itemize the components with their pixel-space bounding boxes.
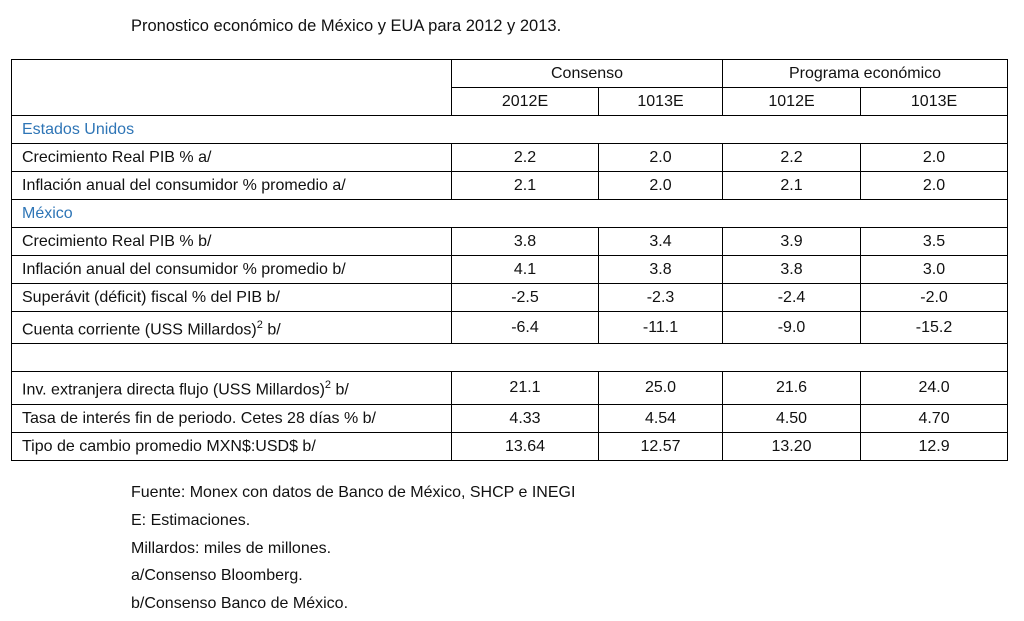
table-body: Consenso Programa económico 2012E 1013E 1012… [10,59,1009,461]
section-name: Estados Unidos [10,115,1009,144]
row-label: Crecimiento Real PIB % a/ [11,143,452,172]
value-cell: 3.9 [722,227,862,256]
value-cell: 4.54 [597,403,724,433]
label-text: Inflación anual del consumidor % promedi… [22,261,346,278]
value-cell: 3.8 [451,227,599,256]
value-cell: 13.20 [722,431,862,461]
value-cell: 4.70 [860,403,1009,433]
label-text: Superávit (déficit) fiscal % del PIB b/ [22,289,280,306]
value-cell: 3.8 [597,255,724,284]
section-row: Estados Unidos [10,115,1009,144]
footnote: Millardos: miles de millones. [131,539,332,557]
data-row: Tasa de interés fin de periodo. Cetes 28… [11,403,1009,433]
value-cell: 2.2 [722,143,862,172]
label-text: Cuenta corriente (USS Millardos) [22,321,257,339]
row-label: Inv. extranjera directa flujo (USS Milla… [11,371,452,405]
label-text: Crecimiento Real PIB % a/ [22,149,212,166]
footnote: b/Consenso Banco de México. [131,595,349,613]
value-cell: 13.64 [451,431,599,461]
value-cell: 12.57 [597,431,724,461]
data-row: Inv. extranjera directa flujo (USS Milla… [11,371,1009,405]
value-cell: 3.0 [860,255,1009,284]
value-cell: 24.0 [860,371,1009,405]
value-cell: 2.0 [860,171,1009,200]
group-header: Consenso [450,59,724,88]
value-cell: 2.1 [451,171,599,200]
title: Pronostico económico de México y EUA par… [131,17,562,35]
label-text: Inv. extranjera directa flujo (USS Milla… [22,381,325,399]
value-cell: -6.4 [451,310,599,345]
value-cell: 2.1 [722,171,862,200]
data-row: Tipo de cambio promedio MXN$:USD$ b/13.6… [11,431,1009,461]
data-row: Superávit (déficit) fiscal % del PIB b/ -… [11,283,1009,312]
value-cell: 21.6 [722,371,862,405]
value-cell: 21.1 [451,371,599,405]
column-header: 1013E [860,87,1009,116]
value-cell: 4.1 [451,255,599,284]
footnote: a/Consenso Bloomberg. [131,567,303,585]
label-text: Tasa de interés fin de periodo. Cetes 28… [22,409,376,427]
row-label: Inflación anual del consumidor % promedi… [11,171,452,200]
label-text: Inflación anual del consumidor % promedi… [22,177,346,194]
group-header: Programa económico [722,59,1009,88]
row-label: Tipo de cambio promedio MXN$:USD$ b/ [11,431,452,461]
value-cell: 12.9 [860,431,1009,461]
footnote: Fuente: Monex con datos de Banco de Méxi… [131,484,576,501]
value-cell: 25.0 [597,371,724,405]
value-cell: -2.0 [860,283,1009,312]
forecast-table: Consenso Programa económico 2012E 1013E 1012… [10,59,1009,461]
row-label: Crecimiento Real PIB % b/ [11,227,452,256]
corner-cell [11,59,452,116]
section-name: México [10,199,1009,228]
label-suffix: b/ [262,321,281,339]
column-header: 2012E [451,87,599,116]
value-cell: 2.2 [451,143,599,172]
data-row: Cuenta corriente (USS Millardos)2 b/-6.4… [11,310,1009,345]
superscript: 2 [256,319,263,331]
data-row: Inflación anual del consumidor % promedi… [11,255,1009,284]
header-row: 2012E 1013E 1012E 1013E [12,87,1009,116]
data-row: Crecimiento Real PIB % a/2.2 2.0 2.2 2.0 [11,143,1009,172]
value-cell: 2.0 [597,171,724,200]
value-cell: -2.4 [722,283,862,312]
column-header: 1013E [597,87,724,116]
value-cell: 2.0 [597,143,724,172]
value-cell: -15.2 [860,310,1009,345]
value-cell: -2.3 [597,283,724,312]
header-row: Consenso Programa económico [11,59,1009,116]
value-cell: 2.0 [860,143,1009,172]
row-label: Inflación anual del consumidor % promedi… [11,255,452,284]
value-cell: -9.0 [722,310,862,345]
label-suffix: b/ [331,381,349,399]
row-label: Cuenta corriente (USS Millardos)2 b/ [11,310,452,345]
value-cell: -2.5 [451,283,599,312]
row-label: Superávit (déficit) fiscal % del PIB b/ [11,283,452,312]
data-row: Inflación anual del consumidor % promedi… [11,171,1009,200]
label-text: Tipo de cambio promedio MXN$:USD$ b/ [22,437,316,455]
value-cell: 3.4 [597,227,724,256]
footnotes: Fuente: Monex con datos de Banco de Méxi… [131,482,575,621]
value-cell: -11.1 [597,310,724,345]
section-row: México [10,199,1009,228]
value-cell: 4.33 [451,403,599,433]
value-cell: 3.5 [860,227,1009,256]
section-row [10,343,1009,373]
value-cell: 4.50 [722,403,862,433]
data-row: Crecimiento Real PIB % b/3.8 3.4 3.9 3.5 [11,227,1009,256]
footnote: E: Estimaciones. [131,511,251,529]
value-cell: 3.8 [722,255,862,284]
column-header: 1012E [722,87,862,116]
blank-row [10,343,1009,373]
label-text: Crecimiento Real PIB % b/ [22,233,212,250]
row-label: Tasa de interés fin de periodo. Cetes 28… [11,403,452,433]
superscript: 2 [324,379,332,392]
